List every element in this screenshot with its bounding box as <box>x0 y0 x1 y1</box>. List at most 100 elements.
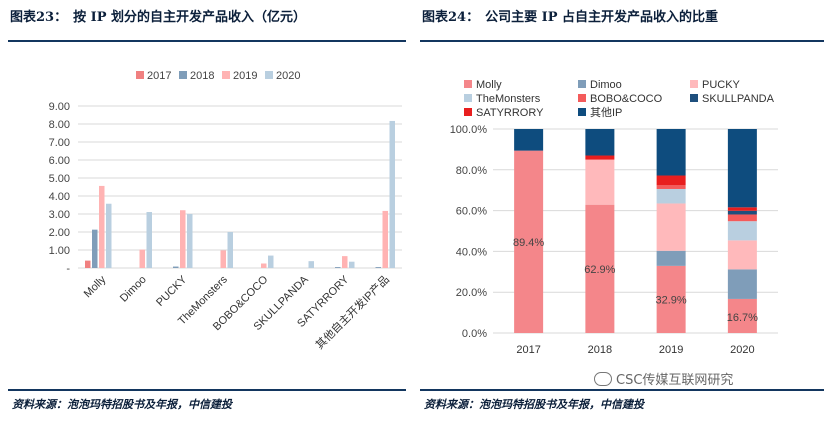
right-legend-label: SATYRRORY <box>476 107 544 119</box>
left-chart-area <box>14 52 406 382</box>
right-stack-segment <box>585 159 615 205</box>
right-stack-segment <box>727 210 757 215</box>
right-stack-segment <box>514 129 544 151</box>
left-y-tick: 9.00 <box>49 101 70 113</box>
left-y-tick: 3.00 <box>49 209 70 221</box>
right-data-label: 32.9% <box>656 294 687 306</box>
right-legend-swatch <box>464 108 472 116</box>
left-title-text: 按 IP 划分的自主开发产品收入（亿元） <box>73 10 307 25</box>
left-bar <box>268 255 274 268</box>
left-legend-swatch <box>136 71 144 79</box>
right-stack-segment <box>656 188 686 204</box>
left-bar <box>308 261 314 268</box>
left-legend-swatch <box>179 71 187 79</box>
left-bar <box>99 185 105 268</box>
left-y-tick: 4.00 <box>49 191 70 203</box>
right-stack-segment <box>585 204 615 333</box>
right-y-tick: 0.0% <box>462 328 487 340</box>
right-stack-segment <box>727 269 757 299</box>
right-legend-swatch <box>690 80 698 88</box>
left-legend-swatch <box>265 71 273 79</box>
watermark-text: CSC传媒互联网研究 <box>616 373 734 388</box>
wechat-icon <box>594 372 612 386</box>
right-title-rule <box>420 40 824 42</box>
left-bar <box>335 267 341 268</box>
left-bar <box>342 256 348 268</box>
right-legend-swatch <box>690 94 698 102</box>
right-stack-segment <box>727 298 757 333</box>
right-stack-segment <box>727 221 757 241</box>
left-bar <box>106 203 112 268</box>
left-y-tick: 6.00 <box>49 155 70 167</box>
right-legend-swatch <box>578 94 586 102</box>
left-bar <box>173 266 179 268</box>
left-y-tick: 1.00 <box>49 245 70 257</box>
left-chart-title: 图表23： 按 IP 划分的自主开发产品收入（亿元） <box>10 6 306 25</box>
right-legend-swatch <box>464 80 472 88</box>
right-x-tick: 2018 <box>588 344 612 356</box>
left-bar <box>92 229 98 268</box>
right-legend-label: BOBO&COCO <box>590 93 663 105</box>
right-stack-segment <box>656 129 686 176</box>
left-source-note: 资料来源：泡泡玛特招股书及年报，中信建投 <box>12 398 232 411</box>
right-legend-label: 其他IP <box>590 106 622 119</box>
right-x-tick: 2020 <box>730 344 754 356</box>
right-source-note: 资料来源：泡泡玛特招股书及年报，中信建投 <box>424 398 644 411</box>
left-footer-rule <box>8 389 406 391</box>
left-y-tick: - <box>66 263 70 275</box>
right-stack-segment <box>656 250 686 266</box>
left-y-tick: 8.00 <box>49 119 70 131</box>
left-y-tick: 2.00 <box>49 227 70 239</box>
left-bar <box>349 261 355 268</box>
right-stack-segment <box>656 203 686 251</box>
right-title-text: 公司主要 IP 占自主开发产品收入的比重 <box>485 10 719 25</box>
right-stack-segment <box>727 129 757 208</box>
right-y-tick: 80.0% <box>456 165 487 177</box>
left-legend-label: 2017 <box>147 70 171 82</box>
left-bar <box>375 267 381 268</box>
right-stack-segment <box>727 207 757 211</box>
right-stack-segment <box>656 265 686 333</box>
left-bar <box>220 250 226 268</box>
left-bar <box>187 214 193 268</box>
watermark: CSC传媒互联网研究 <box>594 369 733 388</box>
left-bar <box>180 210 186 268</box>
right-y-tick: 40.0% <box>456 246 487 258</box>
left-bar <box>139 249 145 268</box>
right-data-label: 62.9% <box>584 264 615 276</box>
right-stack-segment <box>727 214 757 222</box>
right-legend-label: Molly <box>476 79 502 91</box>
right-footer-rule <box>420 389 824 391</box>
right-x-tick: 2019 <box>659 344 683 356</box>
left-legend-label: 2019 <box>233 70 257 82</box>
right-y-tick: 60.0% <box>456 206 487 218</box>
left-legend-swatch <box>222 71 230 79</box>
left-y-tick: 7.00 <box>49 137 70 149</box>
left-bar <box>85 260 91 268</box>
right-data-label: 16.7% <box>727 312 758 324</box>
left-bar <box>227 232 233 268</box>
right-legend-label: PUCKY <box>702 79 741 91</box>
right-data-label: 89.4% <box>513 237 544 249</box>
right-stack-segment <box>727 240 757 270</box>
right-x-tick: 2017 <box>516 344 540 356</box>
right-y-tick: 20.0% <box>456 287 487 299</box>
right-y-tick: 100.0% <box>450 124 488 136</box>
right-chart-title: 图表24： 公司主要 IP 占自主开发产品收入的比重 <box>422 6 718 25</box>
left-bar <box>382 210 388 268</box>
right-stack-segment <box>585 155 615 160</box>
right-stack-segment <box>514 150 544 333</box>
left-legend-label: 2018 <box>190 70 214 82</box>
left-bar <box>146 212 152 268</box>
right-stack-segment <box>656 175 686 186</box>
right-stack-segment <box>656 185 686 189</box>
left-title-label: 图表23： <box>10 10 68 25</box>
left-legend-label: 2020 <box>276 70 300 82</box>
left-bar <box>389 120 395 268</box>
right-legend-swatch <box>464 94 472 102</box>
left-title-rule <box>8 40 406 42</box>
right-title-label: 图表24： <box>422 10 480 25</box>
right-legend-swatch <box>578 80 586 88</box>
left-y-tick: 5.00 <box>49 173 70 185</box>
